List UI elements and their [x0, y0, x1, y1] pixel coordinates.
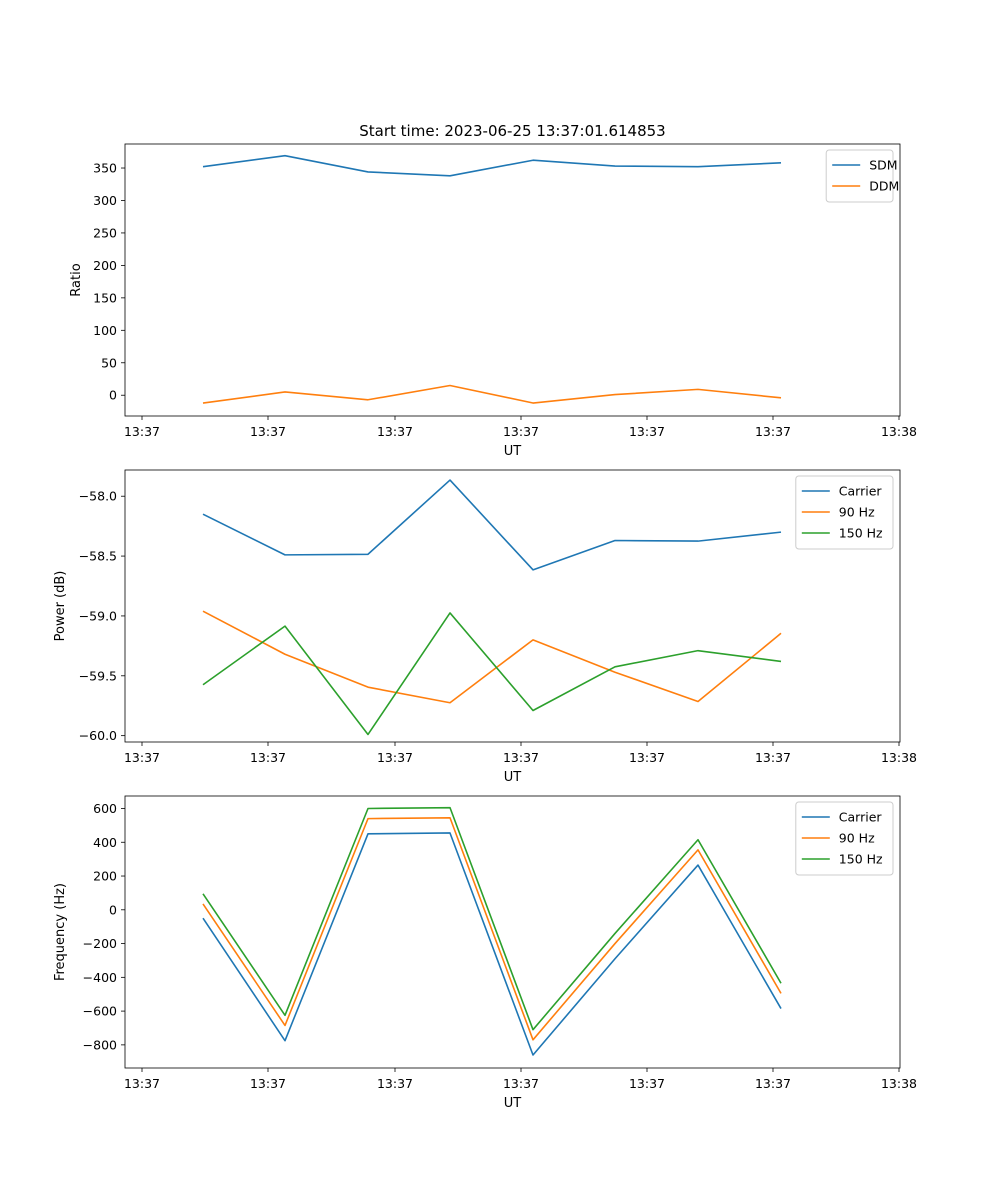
series-line-150-hz — [202, 806, 782, 1031]
y-tick-label: 300 — [93, 193, 117, 208]
legend-label: 90 Hz — [839, 505, 875, 520]
x-tick-label: 13:37 — [629, 750, 665, 765]
legend-box — [795, 475, 894, 550]
x-tick-label: 13:37 — [124, 750, 160, 765]
x-tick-label: 13:37 — [250, 1076, 286, 1091]
chart-panel-2: 13:37 13:37 13:37 13:37 13:37 13:37 13:38 −60.0… — [53, 469, 917, 785]
series-line-carrier — [202, 479, 782, 571]
legend-label: 150 Hz — [839, 852, 883, 867]
x-tick-label: 13:38 — [881, 424, 917, 439]
legend-label: SDM — [869, 158, 897, 173]
x-tick-label: 13:37 — [377, 750, 413, 765]
series-line-90-hz — [202, 610, 782, 704]
y-tick-label: 50 — [101, 355, 117, 370]
x-tick-label: 13:37 — [755, 1076, 791, 1091]
legend: Carrier 90 Hz 150 Hz — [795, 475, 894, 550]
y-tick-label: −400 — [83, 970, 117, 985]
y-tick-label: 600 — [93, 801, 117, 816]
series-line-90-hz — [202, 816, 782, 1041]
chart-panel-1: 13:37 13:37 13:37 13:37 13:37 13:37 13:38 0 50 10… — [69, 143, 917, 459]
x-tick-label: 13:38 — [881, 750, 917, 765]
series-line-carrier — [202, 832, 782, 1056]
axes-frame — [124, 143, 901, 417]
legend-label: 90 Hz — [839, 831, 875, 846]
x-tick-label: 13:37 — [503, 424, 539, 439]
x-axis-label: UT — [504, 1096, 522, 1111]
x-tick-label: 13:37 — [250, 750, 286, 765]
x-axis-label: UT — [504, 770, 522, 785]
x-axis-label: UT — [504, 444, 522, 459]
y-tick-label: −59.5 — [79, 668, 117, 683]
x-tick-label: 13:37 — [629, 424, 665, 439]
x-tick-label: 13:38 — [881, 1076, 917, 1091]
y-tick-label: 400 — [93, 835, 117, 850]
legend-box — [825, 149, 894, 203]
y-tick-label: −58.5 — [79, 549, 117, 564]
x-tick-label: 13:37 — [377, 1076, 413, 1091]
x-tick-label: 13:37 — [503, 1076, 539, 1091]
figure-title: Start time: 2023-06-25 13:37:01.614853 — [359, 122, 665, 140]
chart-panel-3: 13:37 13:37 13:37 13:37 13:37 13:37 13:38 −800 −… — [53, 795, 917, 1111]
y-tick-label: 150 — [93, 290, 117, 305]
legend-box — [795, 801, 894, 876]
x-tick-label: 13:37 — [755, 424, 791, 439]
chart-panels: 13:37 13:37 13:37 13:37 13:37 13:37 13:38 0 50 10… — [53, 143, 917, 1111]
legend-label: DDM — [869, 179, 899, 194]
x-tick-label: 13:37 — [124, 424, 160, 439]
y-tick-label: −60.0 — [79, 728, 117, 743]
y-tick-label: −800 — [83, 1037, 117, 1052]
y-tick-label: 200 — [93, 258, 117, 273]
series-line-150-hz — [202, 612, 782, 736]
legend: Carrier 90 Hz 150 Hz — [795, 801, 894, 876]
axes-frame — [124, 469, 901, 743]
x-tick-label: 13:37 — [755, 750, 791, 765]
y-axis-label: Frequency (Hz) — [53, 883, 68, 981]
y-axis-label: Power (dB) — [53, 571, 68, 642]
x-tick-label: 13:37 — [629, 1076, 665, 1091]
y-tick-label: −59.0 — [79, 608, 117, 623]
y-tick-label: 100 — [93, 323, 117, 338]
y-tick-label: 0 — [109, 388, 117, 403]
y-axis-label: Ratio — [69, 263, 84, 296]
legend-label: Carrier — [839, 810, 883, 825]
x-tick-label: 13:37 — [124, 1076, 160, 1091]
legend-label: Carrier — [839, 484, 883, 499]
y-tick-label: 0 — [109, 902, 117, 917]
x-tick-label: 13:37 — [503, 750, 539, 765]
y-tick-label: −58.0 — [79, 489, 117, 504]
axes-frame — [124, 795, 901, 1069]
y-tick-label: −600 — [83, 1004, 117, 1019]
y-tick-label: 200 — [93, 869, 117, 884]
x-tick-label: 13:37 — [377, 424, 413, 439]
series-line-sdm — [202, 154, 782, 177]
legend: SDM DDM — [825, 149, 899, 203]
series-line-ddm — [202, 384, 782, 404]
y-tick-label: 350 — [93, 161, 117, 176]
x-tick-label: 13:37 — [250, 424, 286, 439]
y-tick-label: 250 — [93, 225, 117, 240]
y-tick-label: −200 — [83, 936, 117, 951]
legend-label: 150 Hz — [839, 526, 883, 541]
